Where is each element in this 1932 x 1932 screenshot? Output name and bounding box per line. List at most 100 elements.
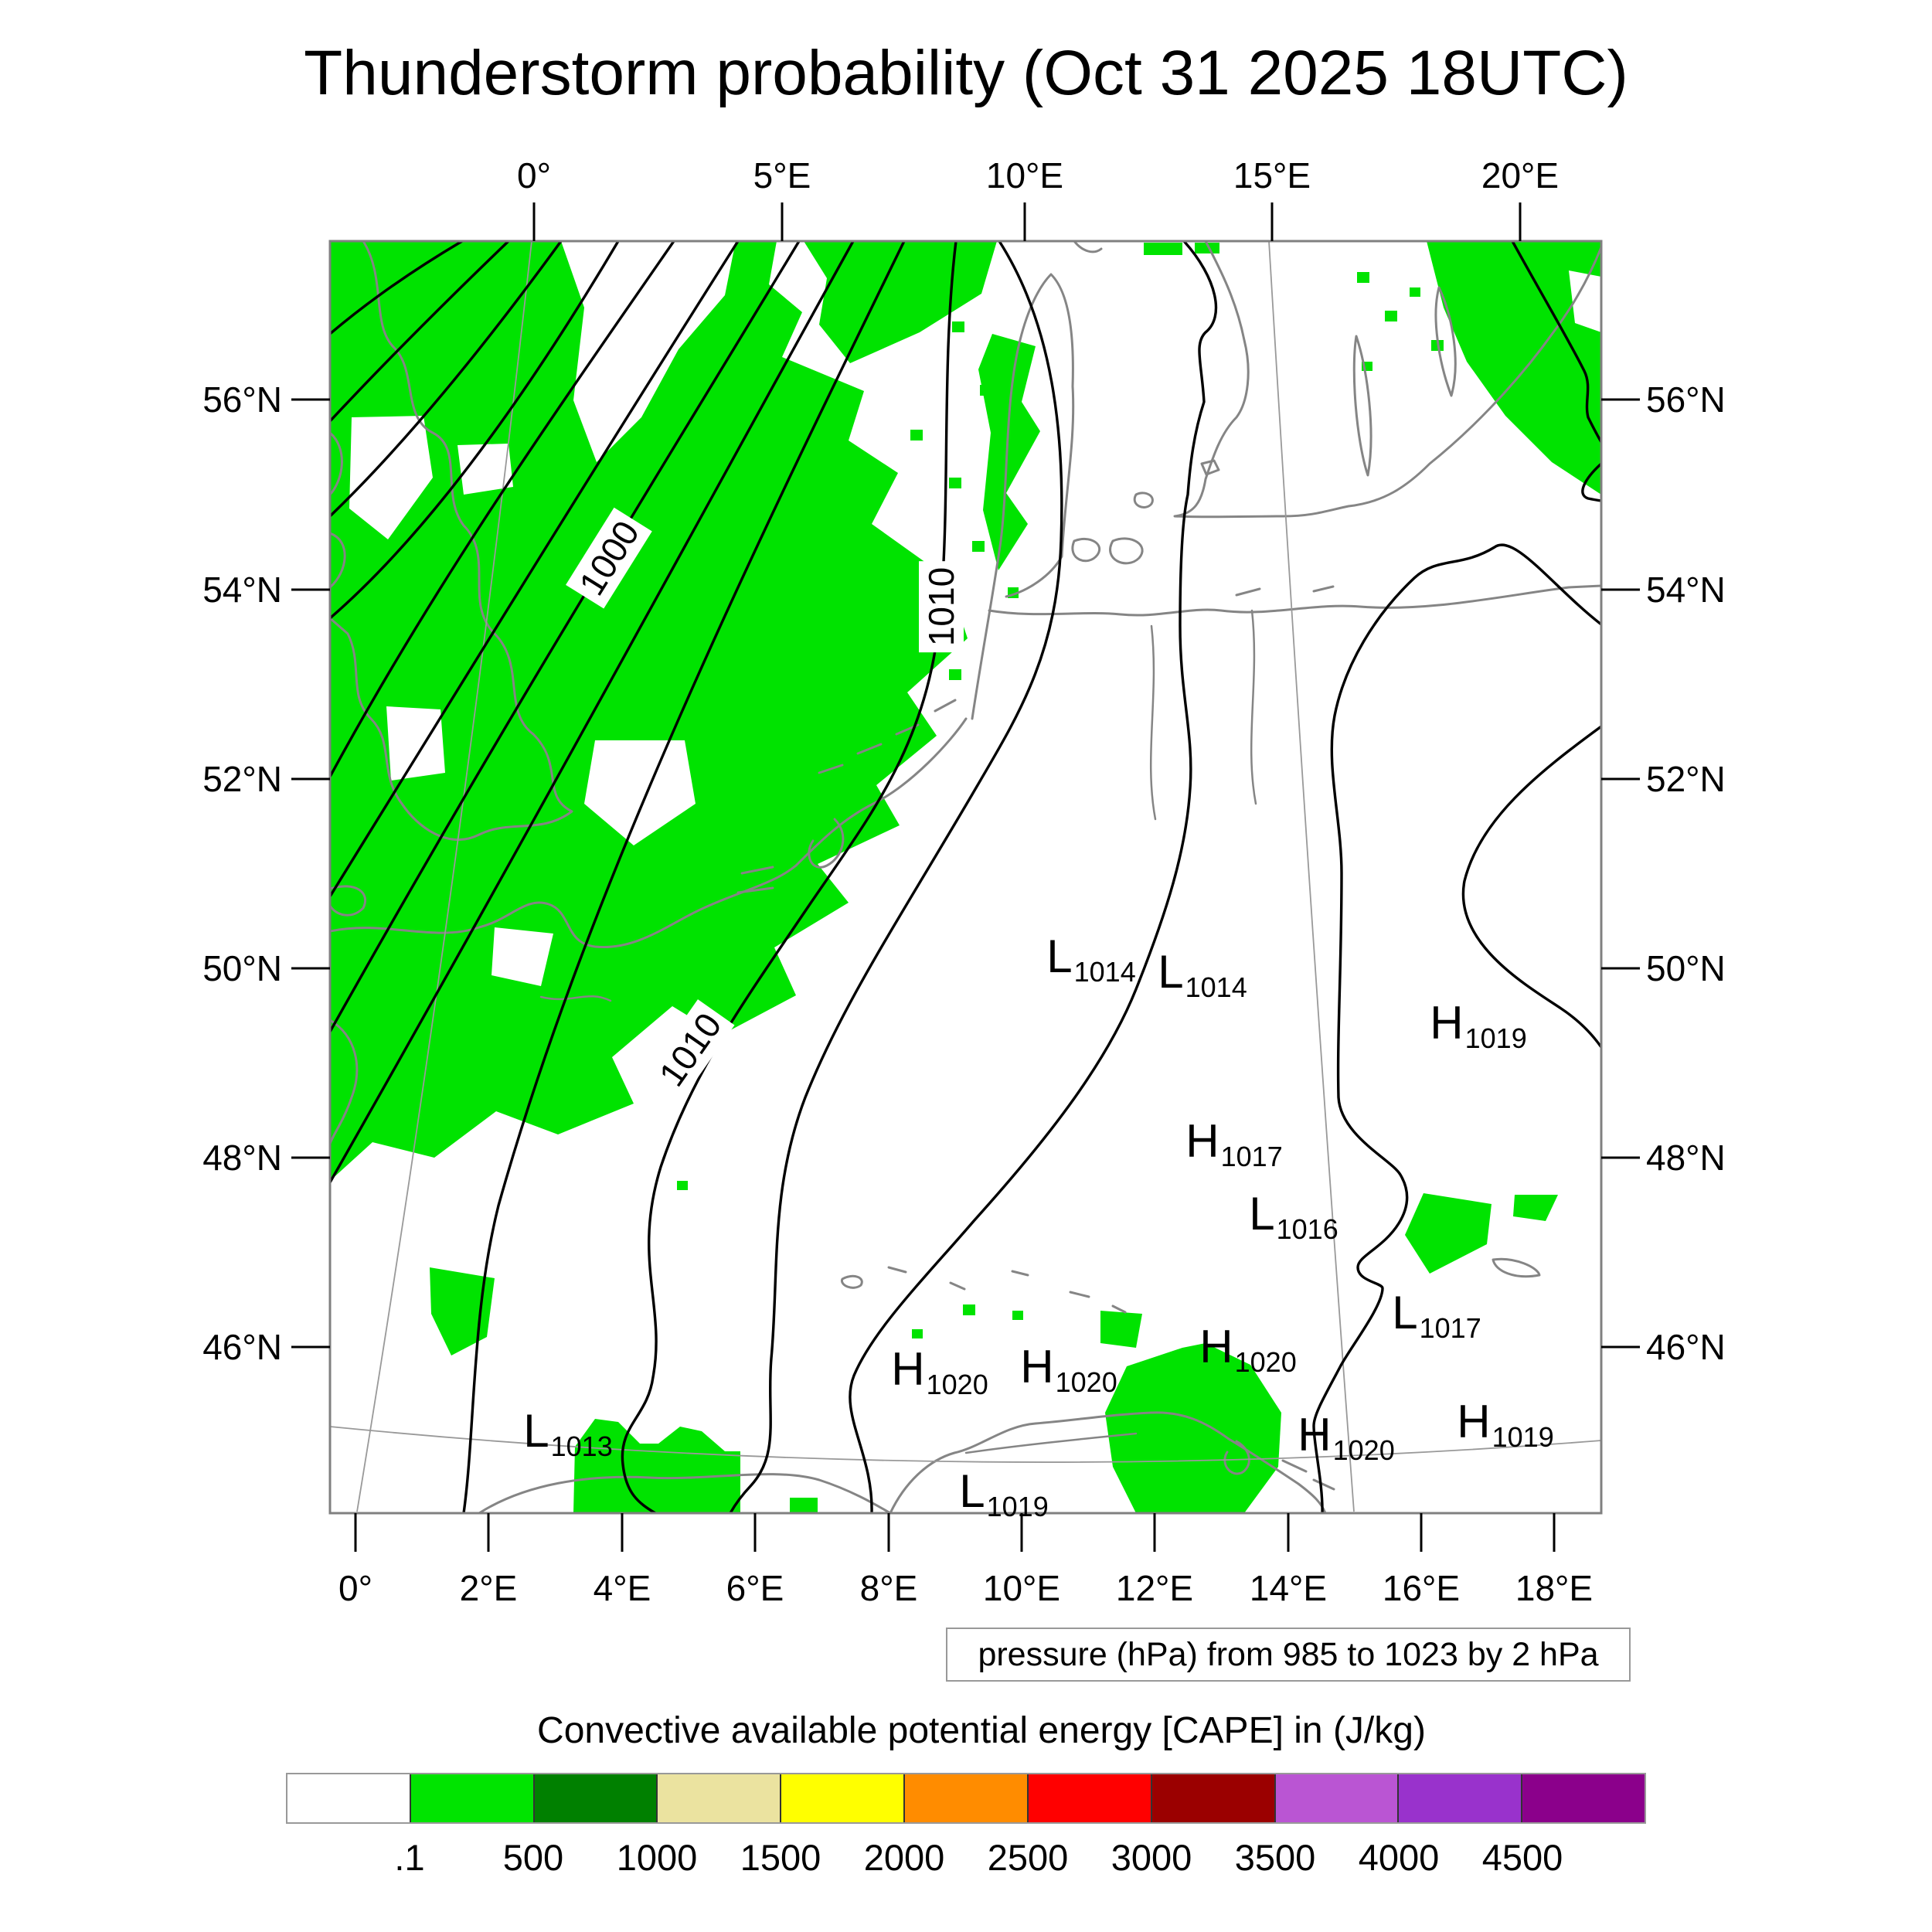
cape-speckles xyxy=(519,243,1444,1338)
top-axis-label-10e: 10°E xyxy=(985,155,1064,196)
right-axis-label-46n: 46°N xyxy=(1646,1327,1726,1367)
pressure-center-h1019-b: H 1019 xyxy=(1457,1399,1553,1451)
colorbar-tick-4000: 4000 xyxy=(1358,1837,1440,1878)
left-axis-label-54n: 54°N xyxy=(202,570,282,610)
pressure-center-l1014-a: L 1014 xyxy=(1046,934,1135,986)
pressure-value: 1020 xyxy=(926,1369,988,1400)
colorbar-tick-3000: 3000 xyxy=(1111,1837,1192,1878)
top-axis-label-20e: 20°E xyxy=(1481,155,1560,196)
right-axis-label-52n: 52°N xyxy=(1646,759,1726,799)
isobar-label-1010-a: 1010 xyxy=(919,560,964,653)
pressure-letter: H xyxy=(1199,1321,1233,1372)
top-axis-label-5e: 5°E xyxy=(753,155,811,196)
colorbar-swatch-3 xyxy=(658,1774,782,1822)
graticule-lines xyxy=(330,241,1601,1512)
pressure-letter: H xyxy=(1020,1341,1054,1393)
pressure-letter: H xyxy=(1298,1409,1332,1461)
right-axis-label-54n: 54°N xyxy=(1646,570,1726,610)
left-axis-label-48n: 48°N xyxy=(202,1138,282,1178)
pressure-letter: H xyxy=(1457,1396,1491,1447)
colorbar-swatch-2 xyxy=(534,1774,658,1822)
isobar-contours xyxy=(330,241,1601,1513)
top-axis-label-0: 0° xyxy=(517,155,551,196)
pressure-letter: H xyxy=(891,1343,925,1395)
pressure-value: 1019 xyxy=(1492,1421,1554,1453)
pressure-center-l1019: L 1019 xyxy=(959,1468,1048,1521)
left-axis-label-56n: 56°N xyxy=(202,379,282,420)
colorbar-tick-4500: 4500 xyxy=(1481,1837,1563,1878)
pressure-center-l1014-b: L 1014 xyxy=(1158,949,1247,1002)
top-axis-label-15e: 15°E xyxy=(1233,155,1311,196)
pressure-value: 1017 xyxy=(1419,1312,1481,1344)
pressure-letter: L xyxy=(1158,946,1184,998)
colorbar-swatch-9 xyxy=(1399,1774,1523,1822)
pressure-letter: L xyxy=(1249,1188,1275,1240)
left-axis-label-50n: 50°N xyxy=(202,948,282,988)
colorbar-tick-3500: 3500 xyxy=(1234,1837,1316,1878)
pressure-value: 1014 xyxy=(1073,956,1136,988)
colorbar-swatch-0 xyxy=(287,1774,411,1822)
pressure-value: 1013 xyxy=(550,1430,613,1462)
colorbar-swatch-5 xyxy=(905,1774,1029,1822)
pressure-center-h1020-a: H 1020 xyxy=(891,1346,988,1399)
pressure-value: 1020 xyxy=(1234,1346,1297,1378)
colorbar-tick-2500: 2500 xyxy=(987,1837,1069,1878)
bottom-axis-label-16e: 16°E xyxy=(1382,1568,1461,1608)
colorbar-swatch-10 xyxy=(1522,1774,1645,1822)
bottom-axis-label-0: 0° xyxy=(338,1568,372,1608)
pressure-center-h1020-d: H 1020 xyxy=(1298,1412,1394,1464)
colorbar-swatch-4 xyxy=(781,1774,906,1822)
pressure-center-h1019-a: H 1019 xyxy=(1430,1000,1526,1053)
axis-ticks xyxy=(291,202,1640,1552)
bottom-axis-label-2e: 2°E xyxy=(459,1568,518,1608)
bottom-axis-label-8e: 8°E xyxy=(859,1568,918,1608)
bottom-axis-label-10e: 10°E xyxy=(982,1568,1061,1608)
pressure-letter: L xyxy=(959,1465,985,1517)
coastlines xyxy=(330,241,1601,1513)
right-axis-label-56n: 56°N xyxy=(1646,379,1726,420)
pressure-center-h1017: H 1017 xyxy=(1185,1118,1282,1171)
pressure-value: 1020 xyxy=(1332,1434,1395,1466)
colorbar-title: Convective available potential energy [C… xyxy=(537,1710,1426,1751)
pressure-value: 1019 xyxy=(986,1491,1049,1522)
bottom-axis-label-14e: 14°E xyxy=(1249,1568,1328,1608)
colorbar-tick-1000: 1000 xyxy=(616,1837,698,1878)
pressure-letter: H xyxy=(1185,1115,1219,1167)
cape-shading-regions xyxy=(330,241,1601,1513)
bottom-axis-label-6e: 6°E xyxy=(726,1568,784,1608)
pressure-center-l1016: L 1016 xyxy=(1249,1191,1338,1243)
pressure-value: 1020 xyxy=(1055,1366,1117,1398)
colorbar-swatch-8 xyxy=(1275,1774,1400,1822)
pressure-center-h1020-c: H 1020 xyxy=(1199,1324,1296,1376)
pressure-value: 1016 xyxy=(1276,1213,1338,1245)
pressure-center-l1013: L 1013 xyxy=(523,1408,612,1461)
pressure-letter: L xyxy=(523,1405,549,1457)
pressure-range-caption: pressure (hPa) from 985 to 1023 by 2 hPa xyxy=(946,1628,1631,1682)
pressure-letter: L xyxy=(1046,930,1073,982)
pressure-value: 1019 xyxy=(1464,1022,1527,1054)
bottom-axis-label-18e: 18°E xyxy=(1515,1568,1594,1608)
left-axis-label-52n: 52°N xyxy=(202,759,282,799)
colorbar-swatch-6 xyxy=(1028,1774,1152,1822)
right-axis-label-50n: 50°N xyxy=(1646,948,1726,988)
pressure-center-h1020-b: H 1020 xyxy=(1020,1344,1117,1396)
colorbar-tick-0: .1 xyxy=(394,1837,425,1878)
right-axis-label-48n: 48°N xyxy=(1646,1138,1726,1178)
pressure-value: 1014 xyxy=(1185,971,1247,1003)
pressure-letter: L xyxy=(1392,1287,1418,1338)
bottom-axis-label-12e: 12°E xyxy=(1115,1568,1194,1608)
map-frame xyxy=(328,240,1603,1515)
colorbar-swatch-7 xyxy=(1151,1774,1276,1822)
colorbar-tick-1500: 1500 xyxy=(740,1837,821,1878)
colorbar-swatch-1 xyxy=(410,1774,535,1822)
pressure-center-l1017: L 1017 xyxy=(1392,1290,1481,1342)
colorbar xyxy=(286,1773,1646,1824)
bottom-axis-label-4e: 4°E xyxy=(593,1568,651,1608)
page-title: Thunderstorm probability (Oct 31 2025 18… xyxy=(304,38,1628,108)
colorbar-tick-500: 500 xyxy=(502,1837,564,1878)
colorbar-tick-2000: 2000 xyxy=(863,1837,945,1878)
left-axis-label-46n: 46°N xyxy=(202,1327,282,1367)
pressure-letter: H xyxy=(1430,997,1464,1049)
